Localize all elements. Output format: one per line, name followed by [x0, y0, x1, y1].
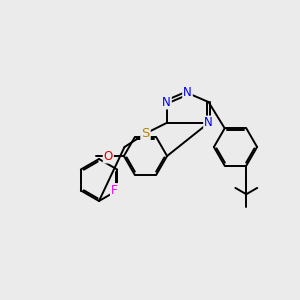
Text: S: S	[141, 127, 150, 140]
Text: N: N	[204, 116, 213, 130]
Text: O: O	[104, 149, 113, 163]
Text: N: N	[162, 95, 171, 109]
Text: F: F	[111, 184, 118, 197]
Text: N: N	[183, 86, 192, 100]
